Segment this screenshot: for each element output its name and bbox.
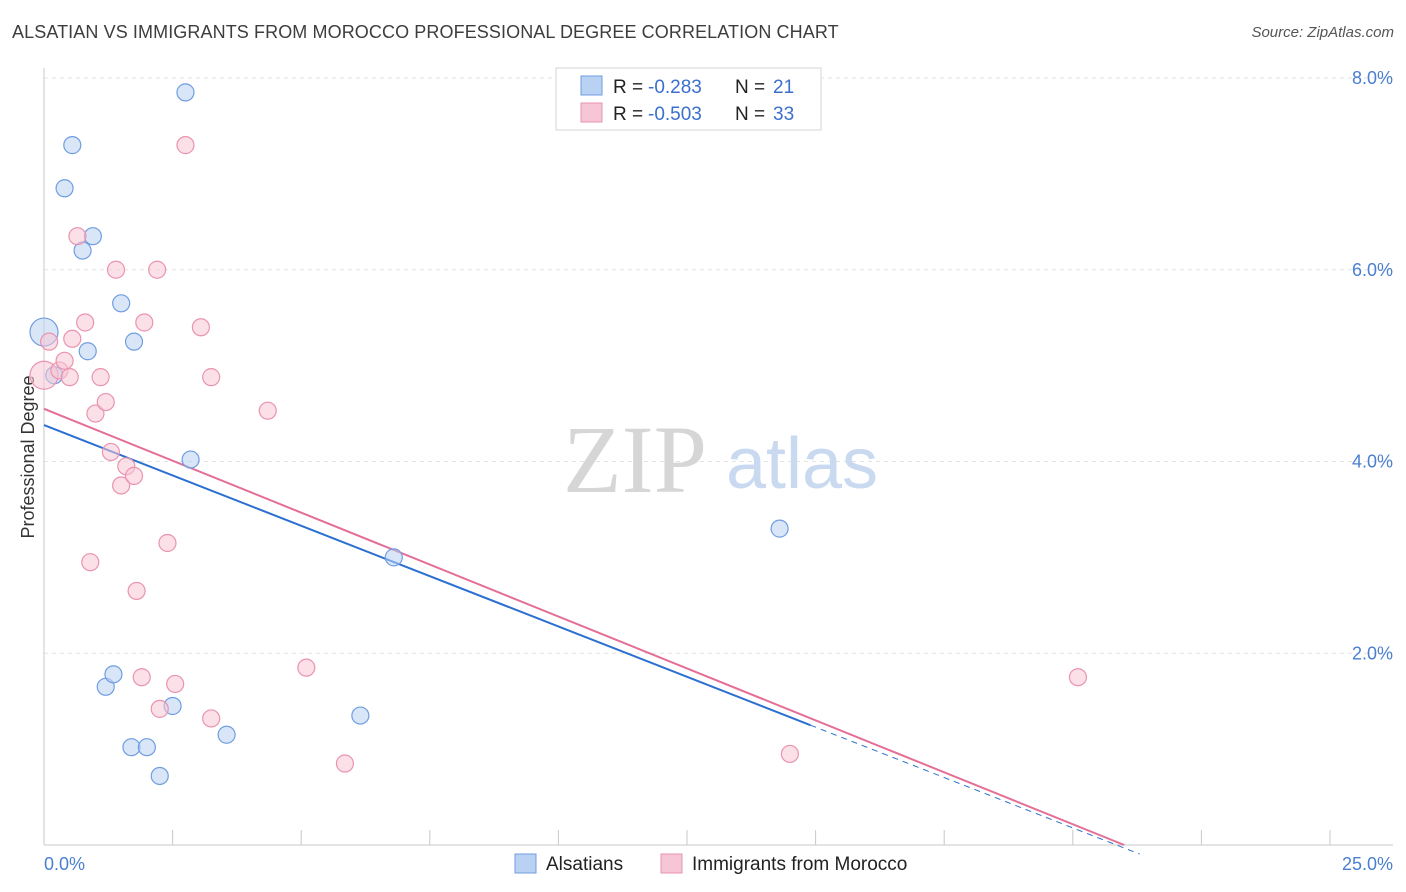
data-point-morocco xyxy=(124,466,144,485)
data-point-morocco xyxy=(63,329,82,348)
data-point-morocco xyxy=(106,260,126,279)
bottom-legend-label-alsatians: Alsatians xyxy=(546,854,623,875)
data-point-morocco xyxy=(112,476,131,495)
y-tick-label: 6.0% xyxy=(1352,260,1393,280)
watermark-zip: ZIP xyxy=(563,406,707,513)
data-point-morocco xyxy=(166,674,185,694)
y-tick-label: 8.0% xyxy=(1352,68,1393,88)
data-point-alsatians xyxy=(181,450,200,469)
legend-swatch-alsatians xyxy=(580,75,603,96)
data-point-alsatians xyxy=(55,179,74,198)
source-label: Source: ZipAtlas.com xyxy=(1251,24,1394,41)
data-point-morocco xyxy=(101,442,120,462)
data-point-alsatians xyxy=(78,342,97,361)
data-point-alsatians xyxy=(351,706,370,725)
data-point-alsatians xyxy=(217,725,236,744)
legend-n-label-1: N = xyxy=(735,77,765,98)
data-point-alsatians xyxy=(83,227,102,246)
bottom-legend-swatch-alsatians xyxy=(514,853,537,874)
trend-lines xyxy=(43,407,1140,855)
trend-line-morocco xyxy=(43,407,1125,846)
data-point-morocco xyxy=(297,658,316,677)
legend-r-value-morocco: -0.503 xyxy=(648,104,702,125)
x-tick-label-max: 25.0% xyxy=(1342,854,1393,874)
data-point-morocco xyxy=(158,533,177,553)
data-point-morocco xyxy=(202,709,221,728)
x-tick-label-min: 0.0% xyxy=(44,854,85,874)
series-legend: Alsatians Immigrants from Morocco xyxy=(514,853,907,875)
data-point-morocco xyxy=(135,313,154,332)
bottom-legend-label-morocco: Immigrants from Morocco xyxy=(692,854,907,875)
data-point-morocco xyxy=(258,401,277,420)
data-point-morocco xyxy=(76,313,95,332)
legend-n-label-2: N = xyxy=(735,104,765,125)
data-point-morocco xyxy=(68,227,87,246)
legend-r-value-alsatians: -0.283 xyxy=(648,77,702,98)
trend-line-alsatians xyxy=(43,424,811,727)
data-point-morocco xyxy=(148,260,167,279)
y-tick-label: 2.0% xyxy=(1352,643,1393,663)
legend-r-label-1: R = xyxy=(613,77,643,98)
data-point-alsatians xyxy=(770,519,789,538)
data-point-alsatians xyxy=(176,83,195,102)
data-point-morocco xyxy=(176,136,195,155)
data-point-alsatians xyxy=(122,738,141,757)
data-point-morocco xyxy=(91,368,110,387)
data-point-alsatians xyxy=(63,136,82,155)
data-point-morocco xyxy=(150,699,169,718)
chart-title: ALSATIAN VS IMMIGRANTS FROM MOROCCO PROF… xyxy=(12,22,839,42)
data-point-alsatians xyxy=(384,548,403,567)
data-point-alsatians xyxy=(137,738,156,757)
data-point-morocco xyxy=(40,332,59,351)
data-point-morocco xyxy=(780,744,799,764)
gridlines xyxy=(44,77,1393,654)
data-point-morocco xyxy=(81,553,100,572)
legend-r-label-2: R = xyxy=(613,104,643,125)
data-point-morocco xyxy=(1068,668,1088,687)
y-tick-labels: 2.0% 4.0% 6.0% 8.0% xyxy=(1352,68,1393,663)
data-point-alsatians xyxy=(124,332,144,351)
data-point-morocco xyxy=(202,368,221,387)
data-points xyxy=(29,83,1088,786)
data-point-alsatians xyxy=(104,665,123,684)
data-point-morocco xyxy=(55,351,74,370)
stats-legend: R = -0.283 N = 21 R = -0.503 N = 33 xyxy=(555,67,822,131)
data-point-morocco xyxy=(60,368,79,387)
data-point-morocco xyxy=(335,754,355,773)
data-point-morocco xyxy=(191,318,210,337)
data-point-alsatians xyxy=(150,766,169,786)
data-point-alsatians xyxy=(112,294,131,313)
x-axis-ticks xyxy=(172,830,1331,845)
watermark-atlas: atlas xyxy=(726,424,878,504)
y-tick-label: 4.0% xyxy=(1352,452,1393,472)
legend-n-value-alsatians: 21 xyxy=(773,77,794,98)
data-point-morocco xyxy=(96,392,115,412)
bottom-legend-swatch-morocco xyxy=(660,853,683,874)
trend-line-extension-alsatians xyxy=(810,724,1140,855)
y-axis-label: Professional Degree xyxy=(18,375,38,538)
data-point-morocco xyxy=(86,404,105,423)
data-point-morocco xyxy=(132,668,151,687)
data-point-morocco xyxy=(127,581,146,601)
legend-n-value-morocco: 33 xyxy=(773,104,794,125)
legend-swatch-morocco xyxy=(580,102,603,123)
